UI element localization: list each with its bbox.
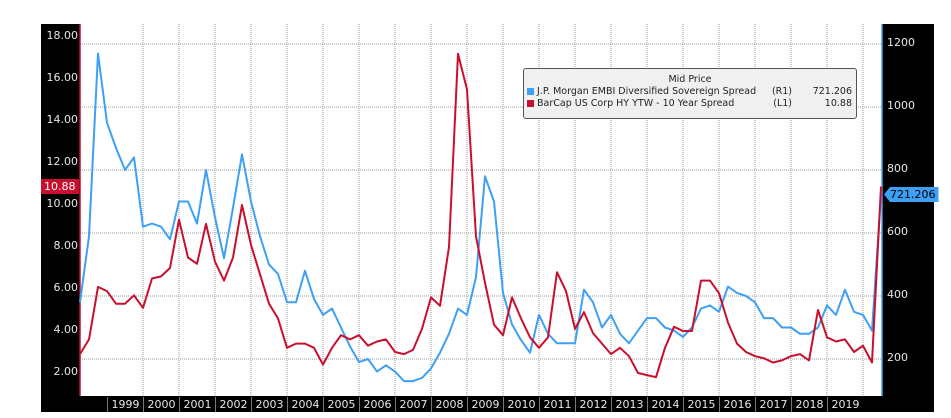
hy-series-line xyxy=(79,52,882,379)
x-axis-year-label: 2005 xyxy=(323,397,359,412)
left-axis-tick: 10.00 xyxy=(46,197,79,210)
x-axis-year-label: 2000 xyxy=(143,397,179,412)
legend-value: 10.88 xyxy=(824,97,852,109)
embi-series-line xyxy=(79,52,882,383)
left-axis-tick: 4.00 xyxy=(53,323,79,336)
x-axis-year-label: 2018 xyxy=(791,397,827,412)
right-axis-tick: 1200 xyxy=(887,36,915,49)
legend-title: Mid Price xyxy=(668,74,712,85)
legend-label: BarCap US Corp HY YTW - 10 Year Spread xyxy=(537,97,735,109)
legend: Mid Price J.P. Morgan EMBI Diversified S… xyxy=(523,68,857,119)
right-axis-tick: 200 xyxy=(887,351,908,364)
last-value-tag-embi: 721.206 xyxy=(884,187,939,202)
legend-axis: (R1) xyxy=(771,85,792,97)
x-axis-year-label: 2009 xyxy=(467,397,503,412)
legend-row-embi: J.P. Morgan EMBI Diversified Sovereign S… xyxy=(524,85,856,97)
right-axis-tick: 800 xyxy=(887,162,908,175)
left-axis-tick: 2.00 xyxy=(53,365,79,378)
left-axis-tick: 8.00 xyxy=(53,239,79,252)
x-axis-year-label: 2019 xyxy=(827,397,863,412)
x-axis-year-label: 2007 xyxy=(395,397,431,412)
last-value-tag-hy: 10.88 xyxy=(41,179,79,194)
x-axis-year-label: 2004 xyxy=(287,397,323,412)
legend-swatch-embi xyxy=(527,87,534,95)
x-axis-year-label: 2016 xyxy=(719,397,755,412)
x-axis-year-label: 2006 xyxy=(359,397,395,412)
x-axis-year-label: 2017 xyxy=(755,397,791,412)
x-axis-year-label: 2015 xyxy=(683,397,719,412)
legend-value: 721.206 xyxy=(812,85,852,97)
x-axis-year-label: 2008 xyxy=(431,397,467,412)
legend-label: J.P. Morgan EMBI Diversified Sovereign S… xyxy=(537,85,757,97)
x-axis-year-label: 2012 xyxy=(575,397,611,412)
left-axis-tick: 14.00 xyxy=(46,113,79,126)
right-axis-tick: 400 xyxy=(887,288,908,301)
x-axis-year-label: 2014 xyxy=(647,397,683,412)
x-axis-year-label: 2013 xyxy=(611,397,647,412)
x-axis-year-label: 2002 xyxy=(215,397,251,412)
right-axis-tick: 600 xyxy=(887,225,908,238)
left-axis-tick: 16.00 xyxy=(46,71,79,84)
x-axis-year-label: 1999 xyxy=(107,397,143,412)
legend-axis: (L1) xyxy=(773,97,792,109)
x-axis-year-label: 2001 xyxy=(179,397,215,412)
right-axis-tick: 1000 xyxy=(887,99,915,112)
legend-row-hy: BarCap US Corp HY YTW - 10 Year Spread (… xyxy=(524,97,856,109)
left-axis-tick: 12.00 xyxy=(46,155,79,168)
x-axis-year-label: 2010 xyxy=(503,397,539,412)
left-axis-tick: 6.00 xyxy=(53,281,79,294)
left-axis-tick: 18.00 xyxy=(46,29,79,42)
x-axis-year-label: 2011 xyxy=(539,397,575,412)
legend-swatch-hy xyxy=(527,99,534,107)
x-axis-year-label: 2003 xyxy=(251,397,287,412)
